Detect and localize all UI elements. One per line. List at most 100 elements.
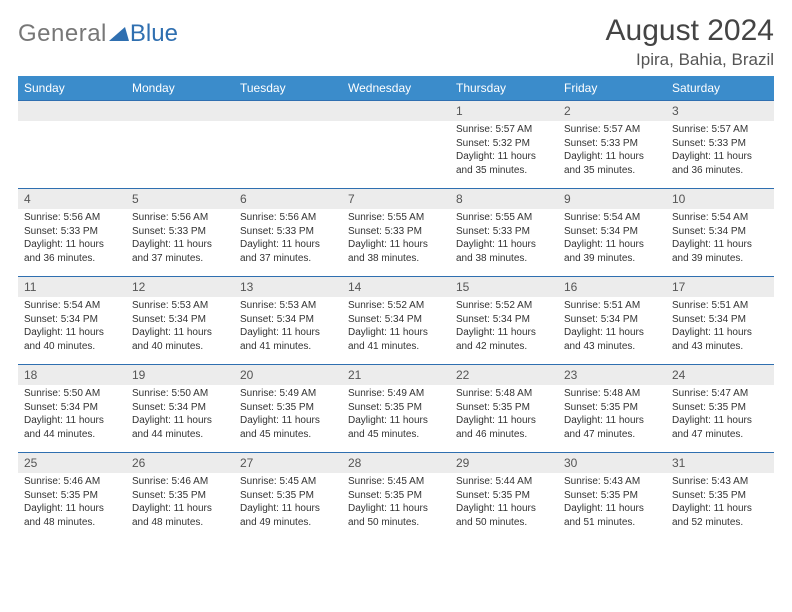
day-info: Sunrise: 5:56 AMSunset: 5:33 PMDaylight:… (234, 209, 342, 269)
calendar-cell: 2Sunrise: 5:57 AMSunset: 5:33 PMDaylight… (558, 101, 666, 189)
day-number: 1 (450, 101, 558, 121)
calendar-cell: 3Sunrise: 5:57 AMSunset: 5:33 PMDaylight… (666, 101, 774, 189)
day-info: Sunrise: 5:54 AMSunset: 5:34 PMDaylight:… (18, 297, 126, 357)
weekday-header: Thursday (450, 76, 558, 101)
calendar-cell: 18Sunrise: 5:50 AMSunset: 5:34 PMDayligh… (18, 365, 126, 453)
calendar-cell: 5Sunrise: 5:56 AMSunset: 5:33 PMDaylight… (126, 189, 234, 277)
day-number: 4 (18, 189, 126, 209)
day-info: Sunrise: 5:57 AMSunset: 5:33 PMDaylight:… (558, 121, 666, 181)
calendar-cell-empty (126, 101, 234, 189)
day-number: 17 (666, 277, 774, 297)
day-info: Sunrise: 5:48 AMSunset: 5:35 PMDaylight:… (450, 385, 558, 445)
calendar-table: Sunday Monday Tuesday Wednesday Thursday… (18, 76, 774, 541)
day-info: Sunrise: 5:52 AMSunset: 5:34 PMDaylight:… (342, 297, 450, 357)
day-number: 27 (234, 453, 342, 473)
day-number: 14 (342, 277, 450, 297)
day-number (342, 101, 450, 121)
day-number (18, 101, 126, 121)
day-info: Sunrise: 5:43 AMSunset: 5:35 PMDaylight:… (666, 473, 774, 533)
day-number: 30 (558, 453, 666, 473)
calendar-cell: 4Sunrise: 5:56 AMSunset: 5:33 PMDaylight… (18, 189, 126, 277)
calendar-cell: 27Sunrise: 5:45 AMSunset: 5:35 PMDayligh… (234, 453, 342, 541)
day-info: Sunrise: 5:52 AMSunset: 5:34 PMDaylight:… (450, 297, 558, 357)
day-info: Sunrise: 5:46 AMSunset: 5:35 PMDaylight:… (126, 473, 234, 533)
day-number: 3 (666, 101, 774, 121)
calendar-cell: 16Sunrise: 5:51 AMSunset: 5:34 PMDayligh… (558, 277, 666, 365)
calendar-cell: 26Sunrise: 5:46 AMSunset: 5:35 PMDayligh… (126, 453, 234, 541)
calendar-cell: 8Sunrise: 5:55 AMSunset: 5:33 PMDaylight… (450, 189, 558, 277)
calendar-cell: 21Sunrise: 5:49 AMSunset: 5:35 PMDayligh… (342, 365, 450, 453)
day-info: Sunrise: 5:45 AMSunset: 5:35 PMDaylight:… (234, 473, 342, 533)
calendar-row: 18Sunrise: 5:50 AMSunset: 5:34 PMDayligh… (18, 365, 774, 453)
day-number: 2 (558, 101, 666, 121)
calendar-cell: 20Sunrise: 5:49 AMSunset: 5:35 PMDayligh… (234, 365, 342, 453)
calendar-cell: 13Sunrise: 5:53 AMSunset: 5:34 PMDayligh… (234, 277, 342, 365)
weekday-header: Saturday (666, 76, 774, 101)
logo: General Blue (18, 14, 178, 48)
weekday-header: Sunday (18, 76, 126, 101)
calendar-cell: 23Sunrise: 5:48 AMSunset: 5:35 PMDayligh… (558, 365, 666, 453)
day-info: Sunrise: 5:47 AMSunset: 5:35 PMDaylight:… (666, 385, 774, 445)
calendar-cell: 25Sunrise: 5:46 AMSunset: 5:35 PMDayligh… (18, 453, 126, 541)
day-number: 24 (666, 365, 774, 385)
calendar-cell: 7Sunrise: 5:55 AMSunset: 5:33 PMDaylight… (342, 189, 450, 277)
day-number (234, 101, 342, 121)
day-info: Sunrise: 5:48 AMSunset: 5:35 PMDaylight:… (558, 385, 666, 445)
calendar-cell: 30Sunrise: 5:43 AMSunset: 5:35 PMDayligh… (558, 453, 666, 541)
day-number: 31 (666, 453, 774, 473)
calendar-cell: 17Sunrise: 5:51 AMSunset: 5:34 PMDayligh… (666, 277, 774, 365)
weekday-header: Tuesday (234, 76, 342, 101)
calendar-cell: 10Sunrise: 5:54 AMSunset: 5:34 PMDayligh… (666, 189, 774, 277)
calendar-cell: 9Sunrise: 5:54 AMSunset: 5:34 PMDaylight… (558, 189, 666, 277)
calendar-cell: 11Sunrise: 5:54 AMSunset: 5:34 PMDayligh… (18, 277, 126, 365)
day-info: Sunrise: 5:50 AMSunset: 5:34 PMDaylight:… (126, 385, 234, 445)
day-number: 23 (558, 365, 666, 385)
day-info: Sunrise: 5:56 AMSunset: 5:33 PMDaylight:… (126, 209, 234, 269)
calendar-cell-empty (18, 101, 126, 189)
calendar-cell: 1Sunrise: 5:57 AMSunset: 5:32 PMDaylight… (450, 101, 558, 189)
logo-word-2: Blue (130, 20, 178, 48)
day-number: 28 (342, 453, 450, 473)
day-number: 10 (666, 189, 774, 209)
day-number: 6 (234, 189, 342, 209)
day-info: Sunrise: 5:54 AMSunset: 5:34 PMDaylight:… (666, 209, 774, 269)
day-number: 26 (126, 453, 234, 473)
day-info: Sunrise: 5:49 AMSunset: 5:35 PMDaylight:… (342, 385, 450, 445)
day-number: 29 (450, 453, 558, 473)
day-info: Sunrise: 5:55 AMSunset: 5:33 PMDaylight:… (450, 209, 558, 269)
day-info: Sunrise: 5:44 AMSunset: 5:35 PMDaylight:… (450, 473, 558, 533)
day-info: Sunrise: 5:53 AMSunset: 5:34 PMDaylight:… (234, 297, 342, 357)
calendar-cell: 29Sunrise: 5:44 AMSunset: 5:35 PMDayligh… (450, 453, 558, 541)
day-info: Sunrise: 5:57 AMSunset: 5:32 PMDaylight:… (450, 121, 558, 181)
day-info: Sunrise: 5:55 AMSunset: 5:33 PMDaylight:… (342, 209, 450, 269)
calendar-row: 4Sunrise: 5:56 AMSunset: 5:33 PMDaylight… (18, 189, 774, 277)
calendar-row: 11Sunrise: 5:54 AMSunset: 5:34 PMDayligh… (18, 277, 774, 365)
calendar-cell-empty (234, 101, 342, 189)
weekday-header: Wednesday (342, 76, 450, 101)
day-number: 7 (342, 189, 450, 209)
day-info: Sunrise: 5:54 AMSunset: 5:34 PMDaylight:… (558, 209, 666, 269)
calendar-cell: 24Sunrise: 5:47 AMSunset: 5:35 PMDayligh… (666, 365, 774, 453)
calendar-cell-empty (342, 101, 450, 189)
calendar-cell: 12Sunrise: 5:53 AMSunset: 5:34 PMDayligh… (126, 277, 234, 365)
day-number: 12 (126, 277, 234, 297)
calendar-cell: 22Sunrise: 5:48 AMSunset: 5:35 PMDayligh… (450, 365, 558, 453)
calendar-row: 1Sunrise: 5:57 AMSunset: 5:32 PMDaylight… (18, 101, 774, 189)
day-info: Sunrise: 5:53 AMSunset: 5:34 PMDaylight:… (126, 297, 234, 357)
day-info: Sunrise: 5:45 AMSunset: 5:35 PMDaylight:… (342, 473, 450, 533)
day-info: Sunrise: 5:56 AMSunset: 5:33 PMDaylight:… (18, 209, 126, 269)
calendar-cell: 14Sunrise: 5:52 AMSunset: 5:34 PMDayligh… (342, 277, 450, 365)
day-number: 20 (234, 365, 342, 385)
day-number: 25 (18, 453, 126, 473)
day-number: 5 (126, 189, 234, 209)
day-info: Sunrise: 5:46 AMSunset: 5:35 PMDaylight:… (18, 473, 126, 533)
day-number: 16 (558, 277, 666, 297)
day-number: 9 (558, 189, 666, 209)
day-number: 11 (18, 277, 126, 297)
day-info: Sunrise: 5:57 AMSunset: 5:33 PMDaylight:… (666, 121, 774, 181)
day-number: 22 (450, 365, 558, 385)
calendar-cell: 6Sunrise: 5:56 AMSunset: 5:33 PMDaylight… (234, 189, 342, 277)
day-number: 19 (126, 365, 234, 385)
day-info: Sunrise: 5:49 AMSunset: 5:35 PMDaylight:… (234, 385, 342, 445)
day-number: 18 (18, 365, 126, 385)
